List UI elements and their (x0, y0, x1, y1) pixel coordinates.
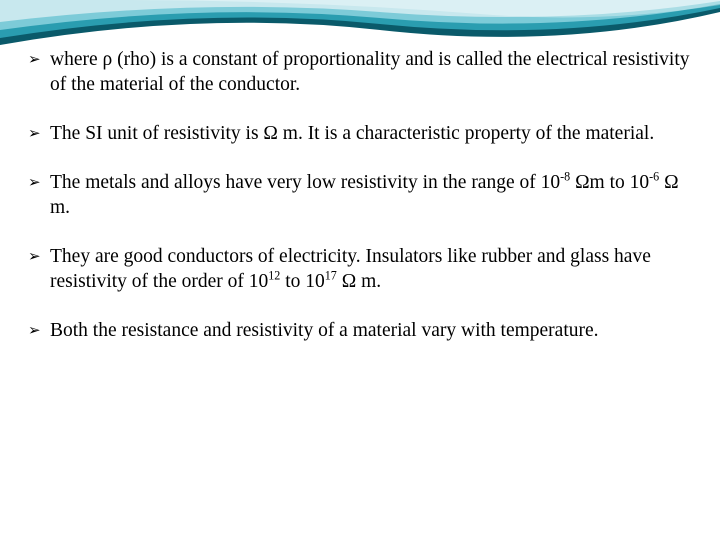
bullet-text: where ρ (rho) is a constant of proportio… (50, 48, 692, 98)
bullet-marker-icon: ➢ (28, 122, 50, 144)
bullet-marker-icon: ➢ (28, 319, 50, 341)
bullet-text: The SI unit of resistivity is Ω m. It is… (50, 122, 692, 147)
bullet-marker-icon: ➢ (28, 245, 50, 267)
bullet-text: Both the resistance and resistivity of a… (50, 319, 692, 344)
bullet-item: ➢ The SI unit of resistivity is Ω m. It … (28, 122, 692, 147)
bullet-item: ➢ Both the resistance and resistivity of… (28, 319, 692, 344)
slide-content: ➢ where ρ (rho) is a constant of proport… (28, 48, 692, 368)
bullet-item: ➢ They are good conductors of electricit… (28, 245, 692, 295)
bullet-text: They are good conductors of electricity.… (50, 245, 692, 295)
bullet-text: The metals and alloys have very low resi… (50, 171, 692, 221)
bullet-item: ➢ The metals and alloys have very low re… (28, 171, 692, 221)
bullet-marker-icon: ➢ (28, 48, 50, 70)
bullet-marker-icon: ➢ (28, 171, 50, 193)
bullet-item: ➢ where ρ (rho) is a constant of proport… (28, 48, 692, 98)
